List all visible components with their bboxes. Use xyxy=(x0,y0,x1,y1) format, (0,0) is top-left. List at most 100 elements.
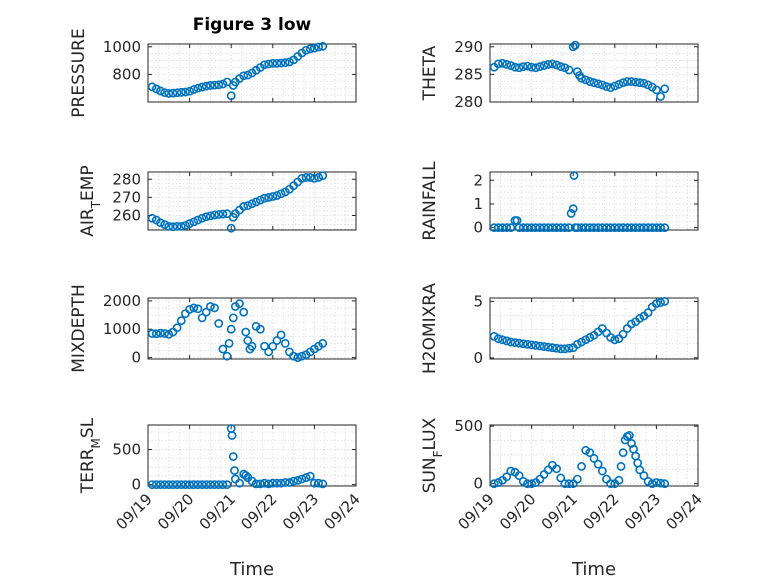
data-point xyxy=(164,221,174,231)
data-point xyxy=(506,223,516,233)
data-point xyxy=(297,474,307,484)
data-point xyxy=(647,223,657,233)
data-point xyxy=(639,78,649,88)
data-point xyxy=(280,478,290,487)
data-point xyxy=(314,173,323,182)
data-point xyxy=(218,344,228,354)
x-tick-label: 09/23 xyxy=(279,490,322,533)
data-point xyxy=(301,45,311,55)
x-tick-label: 09/21 xyxy=(538,490,581,533)
data-point xyxy=(241,327,251,337)
data-point xyxy=(597,466,607,476)
data-point xyxy=(205,211,215,221)
data-point xyxy=(585,448,595,458)
data-point xyxy=(639,471,649,481)
y-axis-label: AIRTEMP xyxy=(78,165,103,236)
data-point xyxy=(251,479,261,489)
data-point xyxy=(656,478,665,488)
data-point xyxy=(577,462,586,471)
data-point xyxy=(518,62,528,72)
data-point xyxy=(535,341,545,351)
data-point xyxy=(272,478,282,488)
data-point xyxy=(160,329,170,338)
x-tick-label: 09/19 xyxy=(455,490,498,533)
data-point xyxy=(268,341,278,351)
data-point xyxy=(156,480,165,489)
data-point xyxy=(260,478,269,488)
data-point xyxy=(631,77,640,87)
y-axis-label: TERRMSL xyxy=(78,417,103,494)
data-point xyxy=(193,83,203,93)
axes-frame xyxy=(147,43,357,103)
data-point xyxy=(160,88,170,98)
data-point xyxy=(656,298,665,307)
y-axis-label: H2OMIXRA xyxy=(420,283,440,374)
y-tick-label: 280 xyxy=(454,93,483,111)
x-tick-label: 09/24 xyxy=(321,490,364,533)
data-point xyxy=(523,61,532,71)
data-point xyxy=(147,82,157,92)
data-point xyxy=(218,209,228,219)
data-point xyxy=(502,336,512,346)
data-point xyxy=(289,476,298,486)
y-tick-label: 0 xyxy=(131,476,141,494)
data-point xyxy=(160,220,170,229)
data-point xyxy=(610,335,620,345)
data-series xyxy=(489,430,670,489)
data-point xyxy=(531,223,541,233)
data-point xyxy=(618,78,628,88)
data-point xyxy=(309,478,319,488)
data-point xyxy=(222,209,232,219)
axes-frame xyxy=(489,424,699,487)
data-point xyxy=(272,191,282,200)
data-point xyxy=(301,473,311,482)
data-point xyxy=(226,324,236,334)
data-point xyxy=(523,223,532,233)
data-point xyxy=(577,73,586,83)
data-point xyxy=(514,223,524,233)
data-point xyxy=(552,60,561,70)
data-point xyxy=(268,192,278,201)
data-point xyxy=(251,197,261,207)
x-tick-label: 09/22 xyxy=(579,490,622,533)
data-series xyxy=(147,299,328,362)
data-point xyxy=(498,223,507,233)
data-point xyxy=(168,88,178,98)
subplot-theta: 280 285 290 THETA xyxy=(420,38,699,111)
data-point xyxy=(164,89,174,98)
data-point xyxy=(531,341,541,350)
data-point xyxy=(214,80,224,90)
data-point xyxy=(156,218,165,228)
data-point xyxy=(210,80,219,90)
data-point xyxy=(564,343,574,353)
y-axis-label: RAINFALL xyxy=(420,161,440,241)
y-tick-label: 800 xyxy=(112,65,141,83)
x-tick-label: 09/22 xyxy=(237,490,280,533)
data-point xyxy=(506,61,516,70)
data-point xyxy=(193,215,203,225)
data-point xyxy=(156,86,165,96)
data-point xyxy=(318,171,328,181)
data-point xyxy=(635,223,645,233)
data-point xyxy=(627,223,636,233)
y-tick-label: 280 xyxy=(112,170,141,188)
x-tick-label: 09/20 xyxy=(154,490,197,533)
data-point xyxy=(314,42,323,52)
y-tick-label: 2 xyxy=(473,171,483,189)
data-point xyxy=(593,79,603,89)
data-point xyxy=(318,479,328,489)
data-point xyxy=(564,479,574,489)
data-point xyxy=(305,173,315,182)
data-point xyxy=(318,41,328,51)
axes-frame xyxy=(147,424,357,487)
data-series xyxy=(489,171,670,233)
data-point xyxy=(572,223,582,233)
data-series xyxy=(147,171,328,233)
data-point xyxy=(543,60,553,69)
data-point xyxy=(597,80,607,90)
data-point xyxy=(276,330,286,340)
data-point xyxy=(210,480,219,489)
data-point xyxy=(243,70,253,80)
data-point xyxy=(193,304,203,314)
